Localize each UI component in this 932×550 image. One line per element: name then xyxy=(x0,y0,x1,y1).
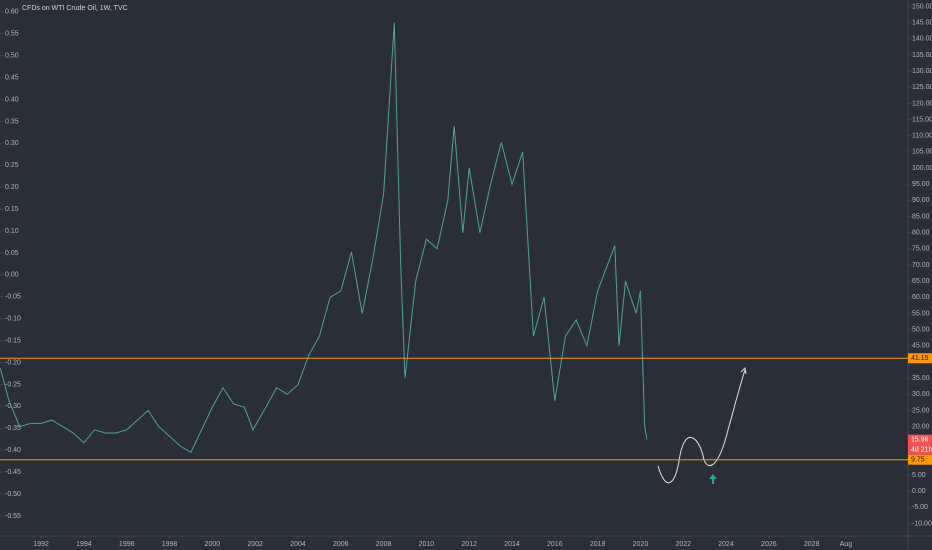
y-tick-label: 25.00 xyxy=(912,407,930,414)
y-tick-label: 120.00 xyxy=(912,100,932,107)
x-tick-label: 1994 xyxy=(76,541,92,548)
x-tick-label: 2020 xyxy=(633,541,649,548)
y2-tick-label: 0.05 xyxy=(5,250,19,257)
y-tick-label: 150.00 xyxy=(912,3,932,10)
y2-tick-label: -0.20 xyxy=(5,359,21,366)
y2-tick-label: -0.35 xyxy=(5,425,21,432)
x-tick-label: 2010 xyxy=(419,541,435,548)
y-tick-label: 45.00 xyxy=(912,343,930,350)
x-tick-label: 1996 xyxy=(119,541,135,548)
last-price-badge xyxy=(908,434,932,455)
y2-tick-label: -0.05 xyxy=(5,294,21,301)
x-tick-label: 2014 xyxy=(504,541,520,548)
x-tick-label: 2004 xyxy=(290,541,306,548)
y-tick-label: 100.00 xyxy=(912,165,932,172)
y-tick-label: -10.00 xyxy=(912,520,932,527)
x-tick-label: 2002 xyxy=(247,541,263,548)
x-tick-label: 2026 xyxy=(761,541,777,548)
countdown-label: 4d 21h xyxy=(911,446,932,453)
x-tick-label: 2012 xyxy=(461,541,477,548)
x-tick-label: Aug xyxy=(840,541,853,548)
y-tick-label: 65.00 xyxy=(912,278,930,285)
y2-tick-label: 0.25 xyxy=(5,162,19,169)
y2-tick-label: -0.40 xyxy=(5,447,21,454)
x-tick-label: 2008 xyxy=(376,541,392,548)
up-arrow-marker xyxy=(709,474,717,484)
y-tick-label: 20.00 xyxy=(912,423,930,430)
y2-tick-label: 0.15 xyxy=(5,206,19,213)
y-tick-label: 115.00 xyxy=(912,116,932,123)
y2-tick-label: 0.35 xyxy=(5,118,19,125)
y-tick-label: 90.00 xyxy=(912,197,930,204)
y2-tick-label: -0.50 xyxy=(5,491,21,498)
y-tick-label: 50.00 xyxy=(912,326,930,333)
x-tick-label: 2018 xyxy=(590,541,606,548)
x-tick-label: 2022 xyxy=(675,541,691,548)
level-label: 41.15 xyxy=(911,355,929,362)
x-tick-label: 2000 xyxy=(205,541,221,548)
projection-arrowhead xyxy=(740,366,747,375)
x-tick-label: 1998 xyxy=(162,541,178,548)
y2-tick-label: 0.10 xyxy=(5,228,19,235)
y-tick-label: 95.00 xyxy=(912,181,930,188)
y2-tick-label: -0.45 xyxy=(5,469,21,476)
x-tick-label: 2016 xyxy=(547,541,563,548)
y2-tick-label: -0.25 xyxy=(5,381,21,388)
x-tick-label: 2006 xyxy=(333,541,349,548)
y2-tick-label: 0.55 xyxy=(5,31,19,38)
y-tick-label: 35.00 xyxy=(912,375,930,382)
x-tick-label: 1992 xyxy=(33,541,49,548)
x-tick-label: 2028 xyxy=(804,541,820,548)
y2-tick-label: -0.55 xyxy=(5,513,21,520)
y2-tick-label: 0.20 xyxy=(5,184,19,191)
y2-tick-label: 0.00 xyxy=(5,272,19,279)
y-tick-label: 125.00 xyxy=(912,84,932,91)
level-label: 9.75 xyxy=(911,457,925,464)
y2-tick-label: -0.30 xyxy=(5,403,21,410)
y2-tick-label: 0.30 xyxy=(5,140,19,147)
y2-tick-label: 0.45 xyxy=(5,74,19,81)
y-tick-label: 30.00 xyxy=(912,391,930,398)
y-tick-label: 135.00 xyxy=(912,52,932,59)
y-tick-label: 80.00 xyxy=(912,230,930,237)
y-tick-label: 110.00 xyxy=(912,133,932,140)
y-tick-label: 5.00 xyxy=(912,472,926,479)
y-tick-label: 75.00 xyxy=(912,246,930,253)
y-tick-label: 140.00 xyxy=(912,36,932,43)
y-tick-label: 145.00 xyxy=(912,19,932,26)
y-tick-label: 85.00 xyxy=(912,213,930,220)
y2-tick-label: 0.60 xyxy=(5,9,19,16)
chart-title: CFDs on WTI Crude Oil, 1W, TVC xyxy=(22,5,128,12)
y-tick-label: 105.00 xyxy=(912,149,932,156)
y-tick-label: -5.00 xyxy=(912,504,928,511)
y-tick-label: 0.00 xyxy=(912,488,926,495)
y2-tick-label: 0.40 xyxy=(5,96,19,103)
y2-tick-label: 0.50 xyxy=(5,53,19,60)
level-badge xyxy=(908,353,932,364)
y-tick-label: 130.00 xyxy=(912,68,932,75)
y2-tick-label: -0.10 xyxy=(5,316,21,323)
x-tick-label: 2024 xyxy=(718,541,734,548)
price-line xyxy=(0,22,648,454)
y-tick-label: 55.00 xyxy=(912,310,930,317)
last-price-label: 15.96 xyxy=(911,436,929,443)
y2-tick-label: -0.15 xyxy=(5,337,21,344)
y-tick-label: 70.00 xyxy=(912,262,930,269)
y-tick-label: 60.00 xyxy=(912,294,930,301)
level-badge xyxy=(908,454,932,465)
